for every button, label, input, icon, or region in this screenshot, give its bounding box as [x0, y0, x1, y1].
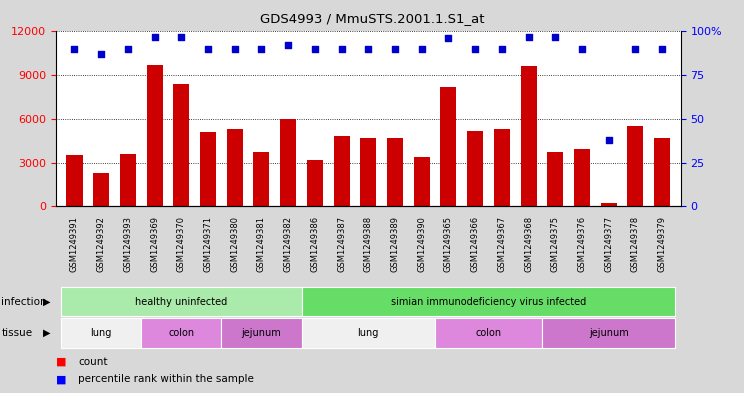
- Bar: [254, 152, 269, 206]
- Bar: [301, 318, 435, 348]
- Bar: [548, 152, 563, 206]
- Point: [309, 46, 321, 52]
- Bar: [147, 65, 163, 206]
- Bar: [414, 157, 430, 206]
- Point: [603, 137, 615, 143]
- Point: [416, 46, 428, 52]
- Bar: [222, 318, 301, 348]
- Text: colon: colon: [475, 328, 501, 338]
- Bar: [440, 87, 456, 206]
- Text: lung: lung: [358, 328, 379, 338]
- Text: lung: lung: [91, 328, 112, 338]
- Bar: [61, 287, 301, 316]
- Bar: [200, 132, 216, 206]
- Point: [469, 46, 481, 52]
- Point: [95, 51, 107, 57]
- Bar: [66, 155, 83, 206]
- Bar: [467, 130, 483, 206]
- Bar: [542, 318, 676, 348]
- Text: simian immunodeficiency virus infected: simian immunodeficiency virus infected: [391, 297, 586, 307]
- Text: healthy uninfected: healthy uninfected: [135, 297, 228, 307]
- Point: [656, 46, 668, 52]
- Bar: [627, 126, 644, 206]
- Point: [149, 33, 161, 40]
- Text: jejunum: jejunum: [242, 328, 281, 338]
- Point: [629, 46, 641, 52]
- Text: ▶: ▶: [43, 297, 51, 307]
- Bar: [120, 154, 136, 206]
- Point: [282, 42, 294, 49]
- Bar: [227, 129, 243, 206]
- Text: ■: ■: [56, 356, 66, 367]
- Text: count: count: [78, 356, 108, 367]
- Text: infection: infection: [1, 297, 47, 307]
- Bar: [387, 138, 403, 206]
- Bar: [600, 204, 617, 206]
- Text: percentile rank within the sample: percentile rank within the sample: [78, 374, 254, 384]
- Bar: [574, 149, 590, 206]
- Bar: [141, 318, 222, 348]
- Point: [496, 46, 507, 52]
- Text: colon: colon: [168, 328, 194, 338]
- Bar: [333, 136, 350, 206]
- Bar: [307, 160, 323, 206]
- Text: tissue: tissue: [1, 328, 33, 338]
- Text: ■: ■: [56, 374, 66, 384]
- Bar: [360, 138, 376, 206]
- Bar: [61, 318, 141, 348]
- Point: [549, 33, 561, 40]
- Text: GDS4993 / MmuSTS.2001.1.S1_at: GDS4993 / MmuSTS.2001.1.S1_at: [260, 12, 484, 25]
- Point: [576, 46, 588, 52]
- Point: [522, 33, 534, 40]
- Point: [389, 46, 401, 52]
- Bar: [280, 119, 296, 206]
- Bar: [301, 287, 676, 316]
- Bar: [494, 129, 510, 206]
- Point: [176, 33, 187, 40]
- Bar: [521, 66, 536, 206]
- Text: jejunum: jejunum: [589, 328, 629, 338]
- Point: [68, 46, 80, 52]
- Point: [443, 35, 455, 42]
- Point: [229, 46, 241, 52]
- Bar: [654, 138, 670, 206]
- Bar: [435, 318, 542, 348]
- Bar: [173, 84, 189, 206]
- Point: [255, 46, 267, 52]
- Point: [336, 46, 347, 52]
- Bar: [93, 173, 109, 206]
- Point: [122, 46, 134, 52]
- Point: [362, 46, 374, 52]
- Point: [202, 46, 214, 52]
- Text: ▶: ▶: [43, 328, 51, 338]
